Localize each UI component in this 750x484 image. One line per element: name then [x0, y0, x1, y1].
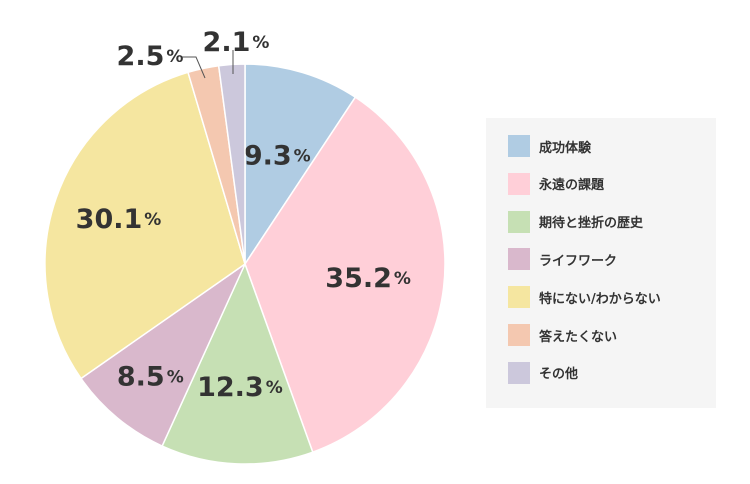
pie-slice-3 — [161, 262, 314, 465]
pie-slice-2 — [244, 96, 446, 454]
legend-label-5: 特にない/わからない — [539, 291, 661, 307]
pie-slice-5 — [44, 71, 246, 380]
legend: 成功体験永遠の課題期待と挫折の歴史 ライフワーク特にない/わからない 答えたくないそ… — [486, 118, 716, 408]
legend-item-2: 永遠の課題 — [508, 172, 604, 196]
pie-slice-1 — [244, 63, 357, 267]
slice-label-5: 30.1% — [76, 203, 162, 234]
legend-swatch-1 — [508, 135, 530, 157]
leader-line-6 — [182, 56, 206, 79]
legend-item-5: 特にない/わからない — [508, 285, 661, 309]
slice-label-6: 2.5% — [117, 41, 184, 72]
slice-unit-6: % — [166, 47, 183, 67]
legend-swatch-4 — [508, 248, 530, 271]
slice-value-1: 9.3 — [244, 140, 292, 171]
legend-item-3: 期待と挫折の歴史 — [508, 210, 643, 234]
pie-slice-7 — [217, 63, 246, 265]
legend-swatch-6 — [508, 324, 530, 346]
legend-swatch-7 — [508, 361, 530, 384]
slice-value-7: 2.1 — [203, 27, 251, 58]
legend-item-7: その他 — [508, 361, 578, 385]
slice-unit-1: % — [294, 147, 311, 167]
legend-label-3: 期待と挫折の歴史 — [539, 216, 644, 232]
slice-unit-2: % — [394, 269, 411, 289]
legend-label-4: ライフワーク — [539, 253, 618, 269]
slice-unit-3: % — [266, 378, 283, 398]
legend-swatch-5 — [508, 286, 530, 309]
legend-label-7: その他 — [539, 367, 579, 383]
slice-unit-4: % — [167, 368, 184, 388]
slice-value-4: 8.5 — [117, 361, 165, 392]
slice-label-7: 2.1% — [203, 27, 270, 58]
slice-value-5: 30.1 — [76, 203, 143, 234]
slice-label-4: 8.5% — [117, 361, 184, 392]
legend-item-6: 答えたくない — [508, 323, 617, 347]
slice-value-2: 35.2 — [325, 262, 392, 293]
legend-item-4: ライフワーク — [508, 247, 617, 271]
slice-value-3: 12.3 — [197, 371, 264, 402]
slice-unit-5: % — [144, 210, 161, 230]
slice-label-1: 9.3% — [244, 140, 311, 171]
pie-slice-4 — [79, 261, 247, 448]
legend-label-2: 永遠の課題 — [539, 178, 605, 194]
legend-label-1: 成功体験 — [539, 140, 592, 156]
legend-item-1: 成功体験 — [508, 134, 591, 158]
legend-swatch-3 — [508, 210, 530, 233]
legend-swatch-2 — [508, 172, 530, 195]
legend-label-6: 答えたくない — [539, 329, 618, 345]
slice-label-3: 12.3% — [197, 371, 283, 402]
slice-value-6: 2.5 — [117, 41, 165, 72]
slice-label-2: 35.2% — [325, 262, 411, 293]
slice-unit-7: % — [252, 33, 269, 53]
